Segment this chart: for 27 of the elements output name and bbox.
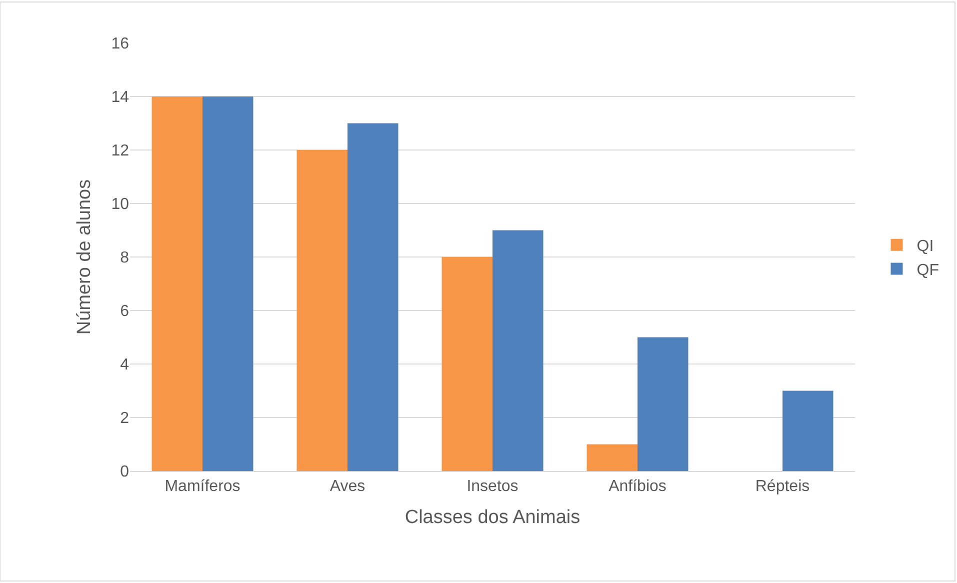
y-tick-label: 4 — [120, 356, 130, 374]
legend-label: QI — [916, 238, 934, 256]
x-tick-label: Anfíbios — [608, 478, 666, 496]
y-tick-label: 10 — [111, 196, 130, 214]
y-tick-label: 8 — [120, 250, 130, 267]
y-axis-title: Número de alunos — [74, 179, 96, 335]
bar — [152, 96, 202, 471]
y-tick-label: 2 — [120, 410, 130, 428]
y-tick-label: 6 — [120, 303, 130, 320]
bar — [586, 444, 638, 471]
bar — [492, 230, 544, 471]
x-tick-label: Répteis — [755, 478, 810, 496]
x-tick-label: Mamíferos — [164, 478, 240, 496]
y-tick-label: 16 — [111, 36, 130, 53]
bar — [782, 390, 834, 471]
bar — [442, 257, 492, 471]
y-tick-label: 0 — [120, 464, 130, 481]
y-tick-label: 12 — [111, 142, 130, 160]
bar — [296, 150, 348, 471]
bar — [638, 337, 688, 471]
x-tick-label: Aves — [330, 478, 366, 496]
y-tick-label: 14 — [111, 89, 130, 106]
legend-label: QF — [916, 262, 940, 279]
bar — [202, 96, 254, 471]
x-axis-title: Classes dos Animais — [404, 507, 580, 528]
bar — [348, 123, 398, 471]
x-tick-label: Insetos — [466, 478, 518, 496]
